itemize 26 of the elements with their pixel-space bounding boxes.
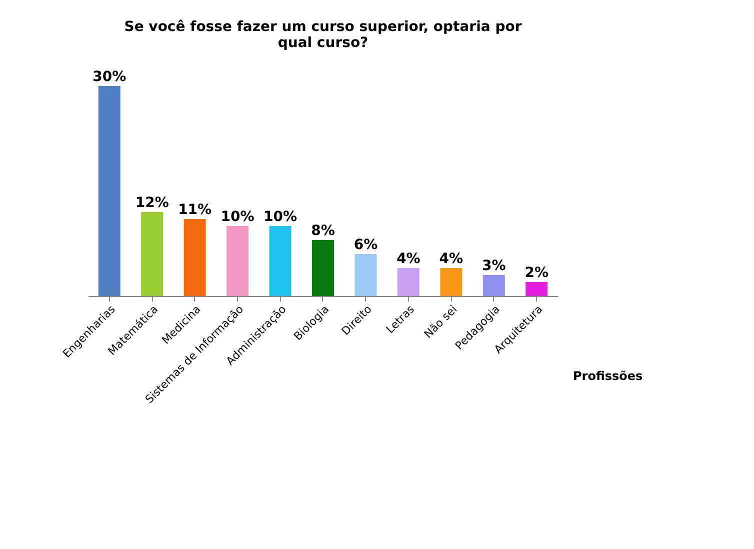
text: qual curso? xyxy=(278,35,368,51)
bar xyxy=(526,282,548,296)
bar xyxy=(440,268,462,296)
bar xyxy=(482,275,505,296)
data-label: 10% xyxy=(264,209,298,225)
data-label: 11% xyxy=(178,202,212,218)
bar xyxy=(226,226,249,296)
bar xyxy=(397,268,420,296)
bar xyxy=(98,86,120,296)
data-label: 8% xyxy=(311,223,335,239)
text: Se você fosse fazer um curso superior, optaria por xyxy=(124,19,522,35)
x-tick-label: Não sei xyxy=(422,302,460,341)
data-label: 4% xyxy=(439,251,464,267)
data-label: 2% xyxy=(524,265,549,281)
data-label: 30% xyxy=(92,69,126,85)
x-axis-title: Profissões xyxy=(573,369,643,383)
data-label: 6% xyxy=(354,237,378,253)
data-label: 12% xyxy=(135,195,169,211)
bar xyxy=(354,254,377,296)
data-label: 4% xyxy=(396,251,420,267)
bar xyxy=(184,219,206,296)
bar xyxy=(269,226,292,296)
data-label: 10% xyxy=(220,209,254,225)
bar xyxy=(141,212,164,296)
data-label: 3% xyxy=(482,258,506,274)
bar xyxy=(312,240,334,296)
